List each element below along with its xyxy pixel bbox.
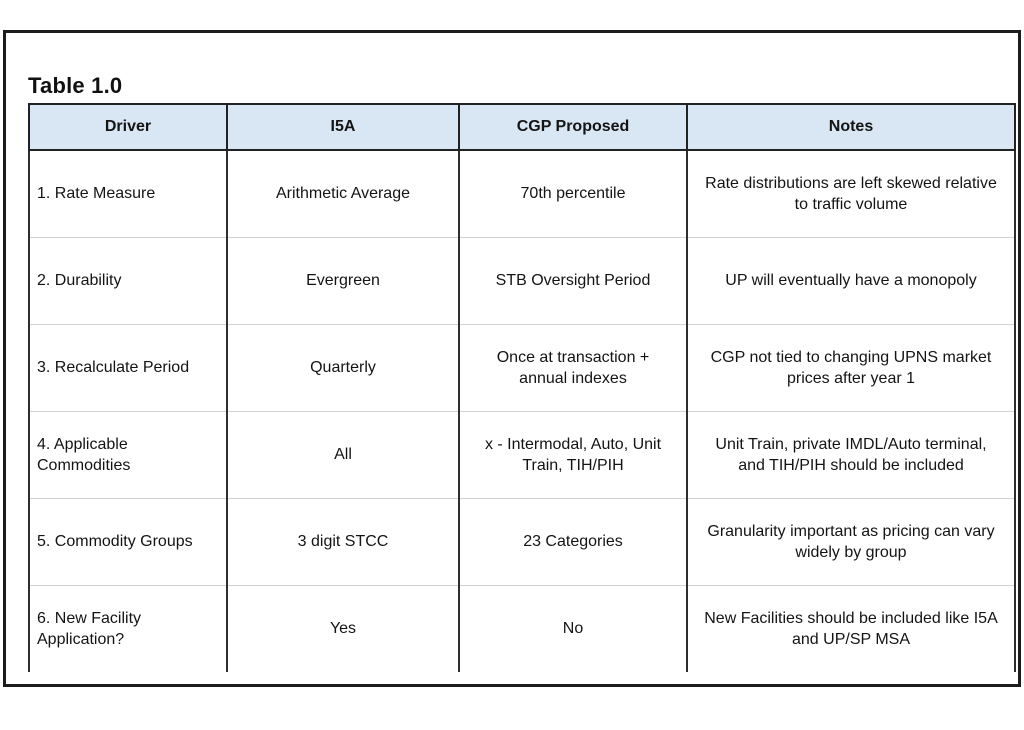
comparison-table: Driver I5A CGP Proposed Notes 1. Rate Me… xyxy=(28,103,1016,672)
cell-cgp-proposed: 70th percentile xyxy=(458,149,688,238)
table-title: Table 1.0 xyxy=(28,73,123,98)
cell-cgp-proposed: x - Intermodal, Auto, Unit Train, TIH/PI… xyxy=(458,411,688,499)
column-header-cgp-proposed: CGP Proposed xyxy=(458,103,688,151)
cell-notes: CGP not tied to changing UPNS market pri… xyxy=(686,324,1016,412)
cell-notes: Rate distributions are left skewed relat… xyxy=(686,149,1016,238)
cell-driver: 3. Recalculate Period xyxy=(28,324,228,412)
cell-i5a: All xyxy=(226,411,460,499)
cell-cgp-proposed: No xyxy=(458,585,688,672)
table-body: 1. Rate Measure Arithmetic Average 70th pe… xyxy=(28,149,1016,672)
cell-i5a: Yes xyxy=(226,585,460,672)
cell-notes: Granularity important as pricing can var… xyxy=(686,498,1016,586)
cell-i5a: Evergreen xyxy=(226,237,460,325)
cell-i5a: 3 digit STCC xyxy=(226,498,460,586)
cell-notes: Unit Train, private IMDL/Auto terminal, … xyxy=(686,411,1016,499)
table-row: 6. New Facility Application? Yes No New Fac… xyxy=(28,585,1016,672)
table-row: 4. Applicable Commodities All x - Intermod… xyxy=(28,411,1016,499)
cell-driver: 2. Durability xyxy=(28,237,228,325)
table-header: Driver I5A CGP Proposed Notes xyxy=(28,103,1016,151)
column-header-i5a: I5A xyxy=(226,103,460,151)
table-row: 3. Recalculate Period Quarterly Once at tr… xyxy=(28,324,1016,412)
cell-driver: 4. Applicable Commodities xyxy=(28,411,228,499)
column-header-notes: Notes xyxy=(686,103,1016,151)
cell-cgp-proposed: STB Oversight Period xyxy=(458,237,688,325)
cell-cgp-proposed: 23 Categories xyxy=(458,498,688,586)
table-row: 5. Commodity Groups 3 digit STCC 23 Catego… xyxy=(28,498,1016,586)
cell-driver: 1. Rate Measure xyxy=(28,149,228,238)
column-header-driver: Driver xyxy=(28,103,228,151)
cell-cgp-proposed: Once at transaction + annual indexes xyxy=(458,324,688,412)
cell-i5a: Arithmetic Average xyxy=(226,149,460,238)
table-row: 2. Durability Evergreen STB Oversight Peri… xyxy=(28,237,1016,325)
slide-frame: Table 1.0 Driver I5A CGP Proposed Notes … xyxy=(3,30,1021,687)
cell-i5a: Quarterly xyxy=(226,324,460,412)
header-row: Driver I5A CGP Proposed Notes xyxy=(28,103,1016,151)
cell-notes: UP will eventually have a monopoly xyxy=(686,237,1016,325)
cell-driver: 5. Commodity Groups xyxy=(28,498,228,586)
table-row: 1. Rate Measure Arithmetic Average 70th pe… xyxy=(28,149,1016,238)
cell-notes: New Facilities should be included like I… xyxy=(686,585,1016,672)
cell-driver: 6. New Facility Application? xyxy=(28,585,228,672)
